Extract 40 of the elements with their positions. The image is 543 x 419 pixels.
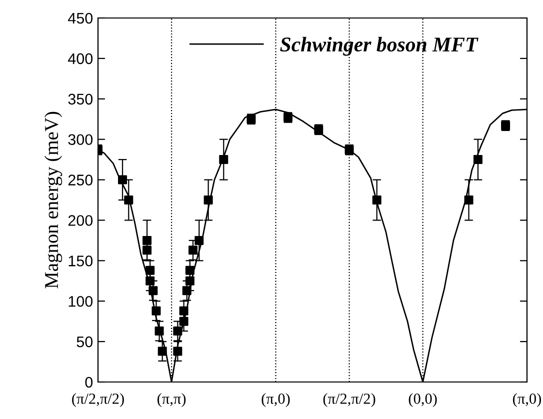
x-tick-label: (π/2,π/2)	[72, 393, 124, 407]
y-tick-label: 400	[68, 53, 93, 64]
x-tick-label: (0,0)	[408, 393, 437, 407]
point	[473, 155, 482, 164]
point	[179, 306, 188, 316]
point	[204, 196, 213, 204]
point	[173, 346, 182, 356]
point	[142, 236, 152, 245]
point	[219, 155, 228, 164]
legend-label: Schwinger boson MFT	[280, 36, 478, 56]
y-tick-label: 100	[68, 296, 93, 307]
x-tick-label: (π,0)	[513, 393, 542, 407]
y-tick-label: 150	[68, 256, 93, 266]
x-tick-label: (π,0)	[262, 393, 290, 407]
y-tick-label: 450	[68, 12, 93, 24]
point	[188, 246, 198, 255]
point	[185, 266, 194, 275]
y-tick-label: 300	[68, 134, 93, 146]
point	[372, 196, 382, 204]
point	[179, 316, 188, 326]
point	[173, 326, 182, 336]
point	[124, 196, 134, 204]
y-axis-title: Magnon energy (meV)	[44, 112, 62, 288]
point	[142, 246, 152, 255]
y-tick-label: 200	[68, 215, 93, 226]
point	[118, 175, 128, 184]
point	[182, 286, 192, 296]
point	[194, 236, 204, 245]
point	[154, 326, 164, 336]
y-tick-label: 0	[85, 376, 93, 388]
x-tick-label: (π,π)	[158, 393, 186, 407]
point	[158, 346, 167, 356]
point	[146, 266, 155, 275]
y-tick-label: 350	[68, 94, 93, 105]
point	[152, 306, 161, 316]
y-tick-label: 250	[68, 174, 93, 186]
x-tick-label: (π/2,π/2)	[323, 393, 376, 407]
point	[464, 196, 474, 204]
point	[148, 286, 158, 296]
y-tick-label: 50	[76, 336, 93, 348]
